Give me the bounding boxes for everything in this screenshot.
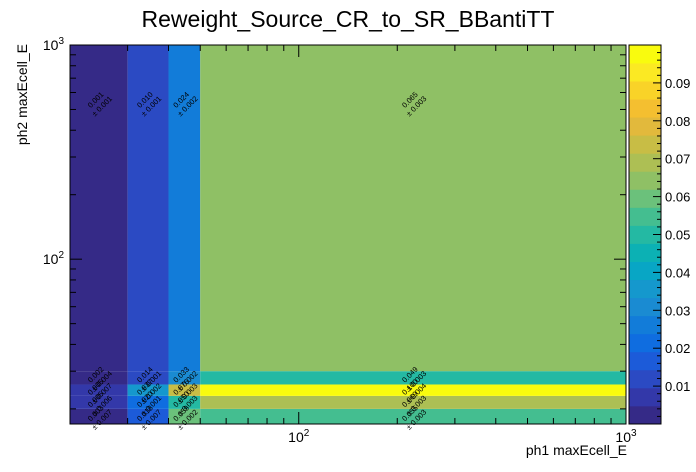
colorbar-segment (629, 225, 661, 244)
heatmap-cell (127, 371, 169, 385)
heatmap-cell (168, 371, 201, 385)
heatmap-cell (200, 45, 626, 372)
heatmap-cell (200, 408, 626, 424)
plot-frame (69, 44, 627, 425)
heatmap-cell (168, 384, 201, 396)
colorbar-tick-label: 0.09 (665, 76, 690, 91)
heatmap-cell (70, 45, 128, 372)
colorbar-segment (629, 207, 661, 226)
heatmap-cell (200, 371, 626, 385)
heatmap-cell (200, 395, 626, 409)
colorbar-segment (629, 117, 661, 136)
colorbar-tick-label: 0.04 (665, 265, 690, 280)
y-axis: 102 103 (43, 36, 626, 410)
x-tick-label: 103 (615, 428, 637, 445)
colorbar-tick-label: 0.01 (665, 379, 690, 394)
colorbar-segment (629, 315, 661, 335)
y-axis-label: ph2 maxEcell_E (14, 44, 30, 145)
colorbar-segment (629, 279, 661, 299)
colorbar-segment (629, 387, 661, 407)
x-axis-label: ph1 maxEcell_E (526, 442, 627, 458)
colorbar-segment (629, 45, 661, 64)
colorbar-segment (629, 63, 661, 82)
colorbar-segment (629, 189, 661, 208)
colorbar-segment (629, 135, 661, 154)
colorbar-tick-label: 0.06 (665, 190, 690, 205)
heatmap-cell (200, 384, 626, 396)
x-tick-label: 102 (288, 428, 310, 445)
heatmap-cell (127, 384, 169, 396)
colorbar-segment (629, 297, 661, 317)
colorbar-tick-label: 0.03 (665, 303, 690, 318)
colorbar-tick-label: 0.05 (665, 228, 690, 243)
heatmap-cells (70, 45, 626, 424)
colorbar-segment (629, 99, 661, 118)
colorbar-tick-label: 0.02 (665, 341, 690, 356)
colorbar-segment (629, 405, 661, 425)
colorbar-segment (629, 171, 661, 190)
colorbar-tick-label: 0.08 (665, 114, 690, 129)
colorbar-segment (629, 369, 661, 389)
heatmap-cell (127, 45, 169, 372)
colorbar-segment (629, 333, 661, 353)
heatmap-cell (70, 408, 128, 424)
color-scale-bar: 0.01 0.02 0.03 0.04 0.05 0.06 0.07 0.08 0.09 (628, 44, 690, 425)
heatmap-cell (168, 408, 201, 424)
y-tick-label: 103 (43, 36, 65, 53)
heatmap-cell (70, 371, 128, 385)
colorbar-segment (629, 351, 661, 371)
heatmap-cell (168, 395, 201, 409)
heatmap-cell (127, 408, 169, 424)
heatmap-cell (127, 395, 169, 409)
colorbar-tick-label: 0.07 (665, 152, 690, 167)
heatmap-cell (168, 45, 201, 372)
colorbar-segment (629, 243, 661, 262)
chart-title: Reweight_Source_CR_to_SR_BBantiTT (142, 6, 555, 32)
colorbar-segment (629, 261, 661, 281)
heatmap-cell (70, 384, 128, 396)
colorbar-segment (629, 81, 661, 100)
y-tick-label: 102 (43, 250, 65, 267)
heatmap-cell (70, 395, 128, 409)
colorbar-segment (629, 153, 661, 172)
x-axis: 102 103 (69, 45, 637, 445)
